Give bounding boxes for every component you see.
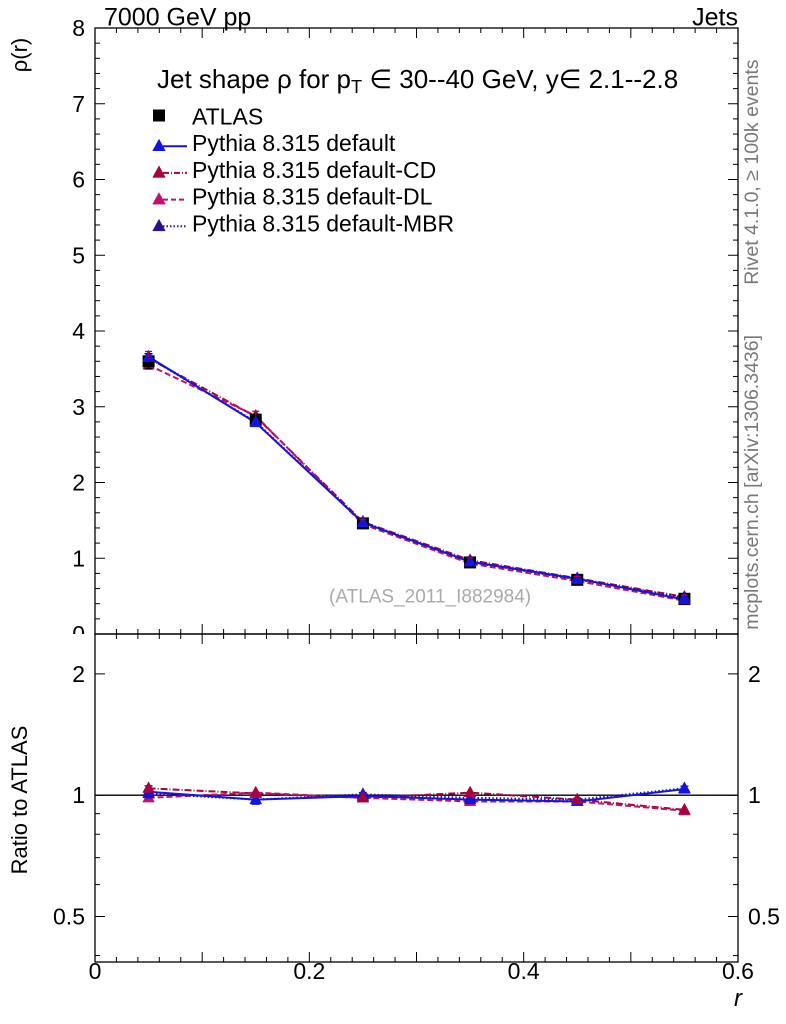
svg-text:6: 6 [72, 167, 85, 193]
svg-text:Pythia 8.315 default-DL: Pythia 8.315 default-DL [192, 184, 433, 210]
svg-text:0.5: 0.5 [748, 904, 780, 930]
svg-text:ρ(r): ρ(r) [7, 38, 32, 73]
svg-text:3: 3 [72, 394, 85, 420]
svg-text:7000 GeV pp: 7000 GeV pp [104, 4, 251, 32]
svg-text:ATLAS: ATLAS [192, 104, 263, 130]
svg-text:r: r [734, 985, 743, 1012]
svg-text:mcplots.cern.ch [arXiv:1306.34: mcplots.cern.ch [arXiv:1306.3436] [741, 335, 763, 630]
svg-text:1: 1 [72, 545, 85, 571]
svg-text:Rivet 4.1.0, ≥ 100k events: Rivet 4.1.0, ≥ 100k events [741, 59, 763, 285]
svg-text:Ratio to ATLAS: Ratio to ATLAS [7, 726, 32, 875]
svg-text:1: 1 [72, 782, 85, 808]
svg-text:Jet shape ρ for pT ∈ 30--40 Ge: Jet shape ρ for pT ∈ 30--40 GeV, y∈ 2.1-… [157, 64, 678, 97]
svg-text:2: 2 [72, 470, 85, 496]
svg-text:Jets: Jets [692, 4, 738, 32]
svg-text:0.5: 0.5 [53, 904, 85, 930]
svg-text:2: 2 [72, 661, 85, 687]
svg-text:Pythia 8.315 default-CD: Pythia 8.315 default-CD [192, 157, 436, 183]
svg-text:7: 7 [72, 91, 85, 117]
svg-text:1: 1 [748, 782, 761, 808]
svg-text:2: 2 [748, 661, 761, 687]
svg-text:4: 4 [72, 318, 85, 344]
svg-text:(ATLAS_2011_I882984): (ATLAS_2011_I882984) [329, 586, 531, 607]
svg-text:5: 5 [72, 242, 85, 268]
svg-text:Pythia 8.315 default: Pythia 8.315 default [192, 130, 396, 156]
svg-text:8: 8 [72, 15, 85, 41]
svg-text:Pythia 8.315 default-MBR: Pythia 8.315 default-MBR [192, 210, 454, 236]
